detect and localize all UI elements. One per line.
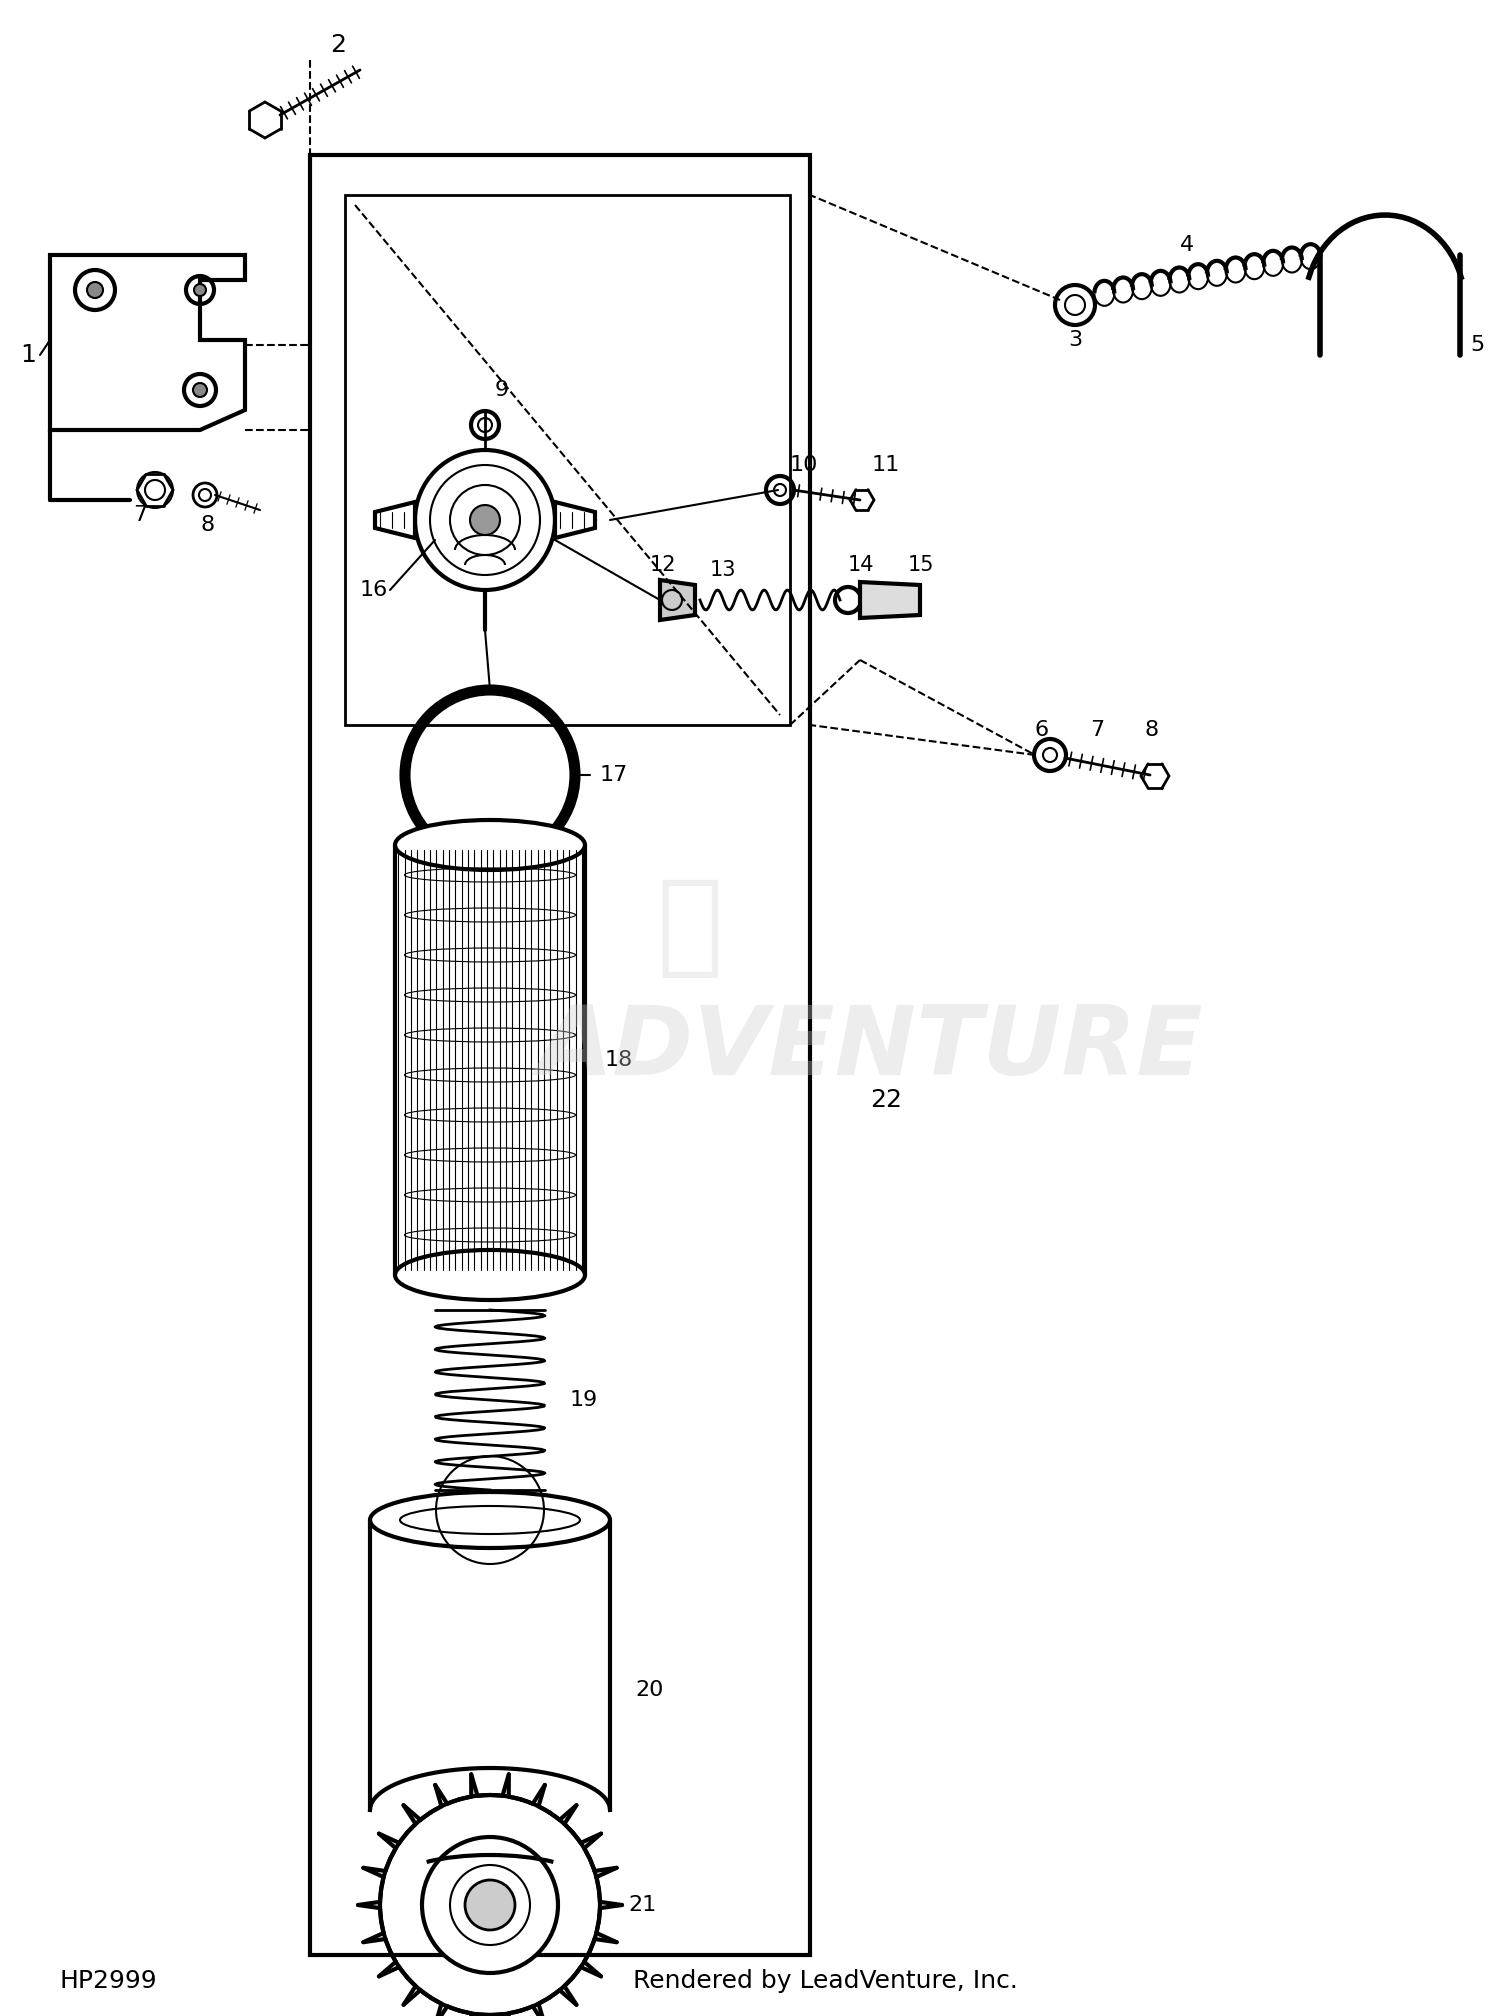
Text: 2: 2	[330, 32, 346, 56]
Circle shape	[465, 1881, 514, 1929]
Text: HP2999: HP2999	[60, 1970, 158, 1994]
Polygon shape	[859, 583, 920, 619]
Circle shape	[194, 383, 207, 397]
Circle shape	[87, 282, 104, 298]
Text: 18: 18	[604, 1050, 633, 1070]
Text: 22: 22	[870, 1089, 901, 1113]
Text: 7: 7	[134, 504, 147, 524]
Text: 20: 20	[634, 1679, 663, 1699]
Text: 10: 10	[790, 456, 819, 476]
Text: 19: 19	[570, 1389, 598, 1409]
Text: 1: 1	[20, 343, 36, 367]
Text: 8: 8	[1144, 720, 1160, 740]
Polygon shape	[555, 502, 596, 538]
Bar	[310, 155, 810, 1956]
Polygon shape	[660, 581, 694, 621]
Text: 6: 6	[1035, 720, 1048, 740]
Text: 9: 9	[495, 379, 508, 399]
Ellipse shape	[370, 1492, 610, 1548]
Text: 16: 16	[360, 581, 388, 601]
Bar	[345, 196, 790, 726]
Circle shape	[470, 504, 500, 534]
Text: 4: 4	[1180, 236, 1194, 254]
Text: 14: 14	[847, 554, 874, 575]
Circle shape	[416, 450, 555, 591]
Text: 21: 21	[628, 1895, 657, 1915]
Text: 11: 11	[871, 456, 900, 476]
Text: 17: 17	[600, 764, 628, 784]
Text: 5: 5	[1470, 335, 1484, 355]
Text: 7: 7	[1090, 720, 1104, 740]
Text: 🔥: 🔥	[657, 873, 723, 982]
Text: 8: 8	[200, 514, 214, 534]
Circle shape	[422, 1837, 558, 1974]
Ellipse shape	[394, 821, 585, 871]
Polygon shape	[50, 254, 244, 429]
Polygon shape	[375, 502, 416, 538]
Ellipse shape	[394, 1250, 585, 1300]
Text: 12: 12	[650, 554, 676, 575]
Text: ADVENTURE: ADVENTURE	[537, 1002, 1203, 1095]
Text: 13: 13	[710, 560, 736, 581]
Text: 15: 15	[908, 554, 934, 575]
Text: Rendered by LeadVenture, Inc.: Rendered by LeadVenture, Inc.	[633, 1970, 1017, 1994]
Text: 3: 3	[1068, 331, 1082, 351]
Circle shape	[194, 284, 206, 296]
